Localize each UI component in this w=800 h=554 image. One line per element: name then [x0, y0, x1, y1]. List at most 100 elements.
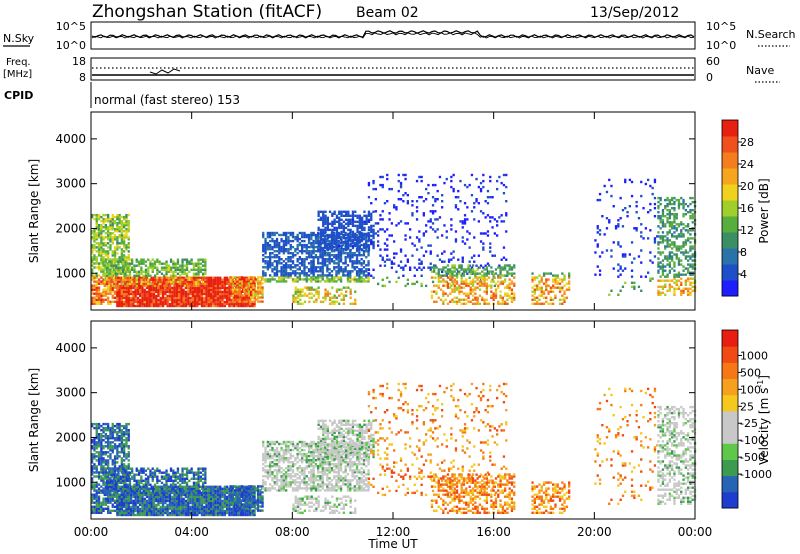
power-cell [494, 288, 498, 291]
power-cell [289, 258, 292, 261]
power-cell [475, 264, 478, 267]
power-cell [120, 270, 123, 273]
power-cell [342, 220, 345, 223]
power-cell [612, 205, 615, 208]
power-cell [461, 272, 464, 275]
power-cell [125, 294, 128, 297]
power-cell [266, 248, 269, 251]
velocity-cell [95, 426, 98, 430]
velocity-cell [100, 469, 103, 472]
power-cell [657, 196, 660, 200]
power-cell [513, 266, 516, 269]
power-cell [91, 258, 94, 261]
power-cell [367, 264, 370, 267]
power-cell [317, 278, 320, 281]
power-cell [549, 296, 552, 299]
power-cell [478, 272, 482, 275]
power-cell [362, 250, 366, 253]
power-cell [483, 274, 486, 277]
power-cell [399, 220, 403, 223]
power-cell [673, 269, 676, 272]
power-cell [132, 286, 135, 290]
power-cell [365, 268, 368, 271]
power-cell [377, 230, 380, 233]
velocity-cell [116, 461, 119, 464]
power-cell [453, 290, 456, 293]
velocity-cell [97, 443, 101, 446]
power-cell [397, 276, 400, 279]
power-cell [179, 266, 182, 269]
power-cell [160, 268, 164, 271]
power-cell [420, 246, 423, 249]
power-cell [100, 224, 103, 227]
power-cell [120, 302, 123, 306]
power-cell [664, 285, 667, 288]
power-cell [552, 286, 555, 289]
power-cell [120, 252, 123, 255]
power-cell [216, 284, 220, 288]
power-cell [360, 254, 363, 257]
power-cell [120, 296, 123, 300]
power-cell [310, 272, 313, 275]
power-cell [305, 243, 308, 247]
power-cell [358, 218, 361, 221]
power-cell [617, 269, 620, 272]
power-cell [644, 182, 647, 186]
power-cell [173, 304, 176, 308]
velocity-cell [91, 501, 94, 504]
power-cell [422, 254, 425, 257]
power-cell [337, 276, 340, 279]
power-cell [199, 262, 202, 265]
power-cell [677, 233, 681, 236]
power-cell [100, 268, 103, 271]
power-cell [460, 278, 463, 281]
power-cell [508, 284, 511, 287]
power-cell [254, 292, 257, 295]
power-cell [314, 278, 318, 281]
power-cell [478, 266, 482, 269]
power-cell [157, 284, 160, 288]
power-cell [435, 284, 438, 287]
velocity-cell [113, 457, 117, 460]
power-cell [351, 252, 354, 255]
power-cell [339, 276, 343, 279]
power-cell [492, 294, 495, 297]
power-cell [552, 280, 555, 283]
power-cell [148, 304, 151, 308]
power-cell [116, 288, 119, 292]
power-cell [296, 235, 299, 239]
power-cell [125, 228, 128, 231]
power-cell [473, 260, 476, 263]
power-cell [452, 189, 455, 193]
power-cell [191, 302, 194, 306]
power-cell [266, 241, 269, 245]
power-cell [328, 274, 331, 277]
power-cell [116, 217, 119, 221]
power-cell [689, 237, 692, 240]
power-cell [542, 282, 546, 285]
power-cell [331, 214, 334, 217]
power-cell [338, 302, 341, 305]
power-cell [97, 226, 101, 229]
power-cell [100, 256, 103, 259]
power-cell [684, 273, 687, 276]
velocity-cell [113, 495, 117, 498]
power-cell [120, 238, 123, 241]
power-cell [149, 262, 152, 265]
power-cell [549, 302, 552, 305]
power-cell [159, 296, 162, 300]
power-cell [164, 280, 167, 284]
power-cell [510, 300, 514, 303]
power-cell [109, 222, 112, 225]
power-cell [118, 298, 121, 302]
power-cell [113, 248, 117, 251]
power-cell [306, 288, 309, 291]
velocity-cell [113, 501, 117, 504]
power-cell [294, 254, 297, 257]
power-cell [510, 290, 514, 293]
velocity-cell [97, 499, 101, 502]
power-cell [135, 264, 138, 267]
power-cell [239, 282, 242, 286]
nsearch-series-line [91, 32, 695, 39]
velocity-cell [93, 422, 96, 426]
